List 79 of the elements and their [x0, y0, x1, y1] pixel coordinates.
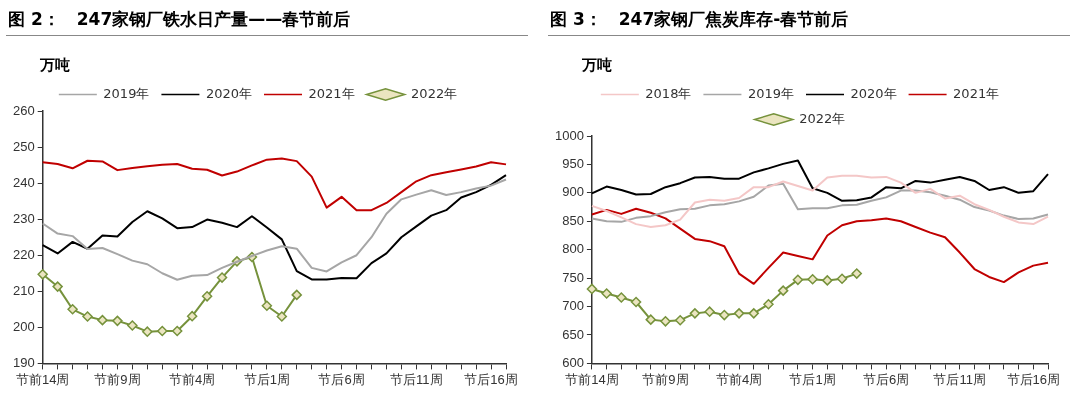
y-axis-title: 万吨: [582, 56, 612, 75]
point: [52, 281, 63, 292]
chart-title: 图 2： 247家钢厂铁水日产量——春节前后: [6, 0, 528, 36]
y-tick-label: 650: [562, 326, 584, 342]
legend-label: 2021年: [308, 85, 355, 101]
y-tick-label: 850: [562, 212, 584, 228]
legend-label: 2021年: [953, 85, 1000, 101]
legend-label: 2020年: [205, 85, 253, 101]
legend-label: 2020年: [850, 85, 897, 101]
point: [142, 326, 153, 337]
x-tick-label: 节后6周: [863, 371, 910, 387]
point: [171, 325, 183, 337]
point: [112, 315, 123, 327]
x-tick-label: 节后11周: [933, 371, 986, 387]
legend-label: 2019年: [747, 85, 795, 101]
point: [851, 268, 862, 279]
x-tick-label: 节前9周: [94, 371, 141, 387]
point: [186, 310, 198, 322]
point: [67, 304, 78, 315]
y-tick-label: 200: [12, 318, 35, 334]
point: [630, 296, 642, 308]
point: [807, 274, 818, 285]
x-tick-label: 节前4周: [169, 371, 216, 387]
point: [261, 300, 273, 311]
legend-label: 2022年: [411, 85, 458, 101]
point: [748, 308, 760, 319]
y-tick-label: 230: [12, 210, 35, 226]
x-tick-label: 节后1周: [789, 371, 836, 387]
point: [763, 299, 774, 310]
point: [836, 273, 848, 284]
x-tick-label: 节后16周: [464, 371, 518, 387]
y-tick-label: 950: [562, 156, 584, 171]
y-tick-label: 750: [562, 269, 584, 285]
y-tick-label: 600: [562, 354, 584, 370]
y-tick-label: 250: [12, 138, 35, 154]
point: [157, 325, 168, 337]
x-tick-label: 节前4周: [715, 371, 763, 387]
chart-title: 图 3： 247家钢厂焦炭库存-春节前后: [548, 0, 1070, 36]
point: [733, 308, 745, 319]
point: [616, 292, 627, 303]
point: [777, 285, 789, 296]
point: [97, 314, 108, 326]
y-tick-label: 210: [12, 282, 35, 298]
y-tick-label: 800: [562, 241, 584, 257]
point: [822, 275, 833, 286]
point: [792, 274, 804, 286]
point: [276, 311, 288, 322]
point: [601, 288, 612, 299]
x-tick-label: 节后1周: [243, 371, 290, 387]
y-tick-label: 220: [12, 246, 35, 262]
x-tick-label: 节后11周: [390, 371, 443, 387]
point: [127, 320, 138, 331]
point: [719, 309, 730, 321]
legend-label: 2019年: [103, 85, 150, 101]
point: [660, 316, 671, 327]
y-tick-label: 260: [12, 102, 35, 118]
x-tick-label: 节后6周: [318, 371, 365, 387]
x-tick-label: 节前9周: [642, 371, 689, 387]
point: [216, 272, 228, 283]
x-tick-label: 节前14周: [565, 371, 619, 387]
point: [689, 308, 701, 319]
y-tick-label: 700: [562, 298, 584, 314]
point: [201, 291, 213, 302]
point: [291, 289, 303, 301]
point: [645, 314, 657, 325]
point: [674, 314, 686, 326]
point: [704, 306, 715, 317]
x-tick-label: 节前14周: [15, 371, 70, 387]
legend-label: 2018年: [645, 85, 692, 101]
y-tick-label: 900: [562, 184, 584, 200]
point: [586, 283, 598, 295]
y-tick-label: 1000: [555, 127, 584, 143]
x-tick-label: 节后16周: [1006, 371, 1061, 387]
point: [37, 269, 48, 280]
y-axis-title: 万吨: [40, 56, 70, 75]
y-tick-label: 190: [12, 354, 35, 370]
y-tick-label: 240: [12, 174, 35, 190]
legend-label: 2022年: [799, 110, 846, 126]
point: [82, 311, 93, 322]
